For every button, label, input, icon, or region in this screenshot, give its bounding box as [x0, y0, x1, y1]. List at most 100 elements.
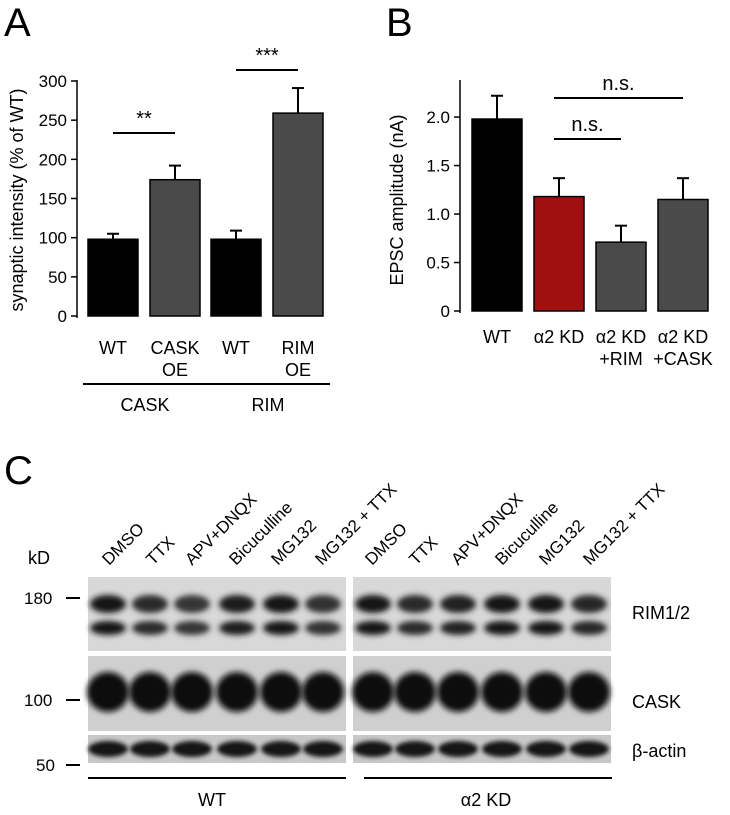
y-tick-label: 300: [39, 72, 67, 91]
category-label: α2 KD: [534, 327, 584, 347]
cask-band: [171, 672, 213, 712]
rim-band-upper: [397, 595, 433, 613]
panel-c-label: C: [4, 449, 33, 493]
rim-band-upper: [305, 595, 341, 613]
y-tick-label: 1.5: [426, 157, 450, 176]
bar: [471, 118, 523, 312]
rim-band-upper: [528, 595, 564, 613]
group-label: RIM: [252, 395, 285, 415]
rim-band-upper: [219, 595, 255, 613]
cask-band: [87, 672, 129, 712]
rim-band-upper: [174, 595, 210, 613]
rim-band-lower: [305, 621, 341, 635]
significance-label: **: [136, 108, 152, 130]
category-label: +RIM: [599, 349, 643, 369]
lane-label: DMSO: [98, 519, 147, 568]
category-label: α2 KD: [596, 327, 646, 347]
y-tick-label: 100: [39, 229, 67, 248]
actin-band: [261, 741, 301, 757]
bar: [272, 112, 324, 317]
actin-band: [130, 741, 170, 757]
bar: [87, 238, 139, 317]
category-label: OE: [162, 360, 188, 380]
actin-band: [172, 741, 212, 757]
bar: [533, 195, 585, 312]
cask-band: [437, 672, 479, 712]
cask-band: [394, 672, 436, 712]
rim-band-lower: [355, 621, 391, 635]
group-label: CASK: [120, 395, 169, 415]
kd-unit-label: kD: [28, 548, 50, 568]
rim-band-lower: [397, 621, 433, 635]
category-label: RIM: [282, 338, 315, 358]
cask-band: [129, 672, 171, 712]
panel-b-label: B: [386, 1, 413, 45]
rim-band-upper: [90, 595, 126, 613]
blot-label-actin: β-actin: [632, 741, 686, 761]
chart-b-y-axis-title: EPSC amplitude (nA): [387, 114, 407, 285]
rim-band-upper: [263, 595, 299, 613]
lane-label: DMSO: [361, 519, 410, 568]
lane-label: TTX: [405, 533, 441, 569]
rim-band-upper: [484, 595, 520, 613]
y-tick-label: 1.0: [426, 205, 450, 224]
blot-label-rim: RIM1/2: [632, 603, 690, 623]
rim-band-lower: [219, 621, 255, 635]
lane-label: MG132 + TTX: [579, 480, 668, 569]
y-tick-label: 0: [58, 307, 67, 326]
condition-label-wt: WT: [198, 790, 226, 810]
marker-180: 180: [24, 589, 52, 608]
y-tick-label: 50: [48, 268, 67, 287]
rim-band-upper: [355, 595, 391, 613]
cask-band: [568, 672, 610, 712]
bar: [210, 238, 262, 317]
bar: [657, 198, 709, 312]
cask-band: [216, 672, 258, 712]
marker-50: 50: [36, 756, 55, 775]
blot-label-cask: CASK: [632, 692, 681, 712]
significance-label: n.s.: [571, 114, 603, 136]
rim-blot-kd: [353, 577, 611, 651]
marker-100: 100: [24, 691, 52, 710]
significance-label: n.s.: [602, 73, 634, 95]
rim-band-lower: [440, 621, 476, 635]
category-label: CASK: [150, 338, 199, 358]
y-tick-label: 250: [39, 111, 67, 130]
y-tick-label: 2.0: [426, 108, 450, 127]
chart-a: synaptic intensity (% of WT) 0 50 100 150 20…: [7, 45, 330, 415]
category-label: WT: [222, 338, 250, 358]
cask-band: [481, 672, 523, 712]
cask-band: [260, 672, 302, 712]
actin-band: [569, 741, 609, 757]
y-tick-label: 200: [39, 150, 67, 169]
actin-band: [482, 741, 522, 757]
category-label: α2 KD: [658, 327, 708, 347]
actin-band: [526, 741, 566, 757]
category-label: WT: [483, 327, 511, 347]
rim-band-upper: [132, 595, 168, 613]
cask-band: [525, 672, 567, 712]
category-label: +CASK: [653, 349, 713, 369]
actin-band: [217, 741, 257, 757]
y-tick-label: 0: [441, 302, 450, 321]
rim-band-lower: [174, 621, 210, 635]
actin-band: [395, 741, 435, 757]
actin-band: [438, 741, 478, 757]
bar: [595, 241, 647, 312]
cask-band: [352, 672, 394, 712]
category-label: WT: [99, 338, 127, 358]
panel-a-label: A: [4, 1, 31, 45]
rim-band-lower: [484, 621, 520, 635]
rim-blot-wt: [88, 577, 346, 651]
chart-a-y-axis-title: synaptic intensity (% of WT): [7, 88, 27, 311]
y-tick-label: 150: [39, 190, 67, 209]
rim-band-upper: [440, 595, 476, 613]
cask-band: [302, 672, 344, 712]
significance-label: ***: [255, 45, 279, 67]
rim-band-lower: [571, 621, 607, 635]
actin-band: [88, 741, 128, 757]
y-tick-label: 0.5: [426, 254, 450, 273]
actin-band: [303, 741, 343, 757]
